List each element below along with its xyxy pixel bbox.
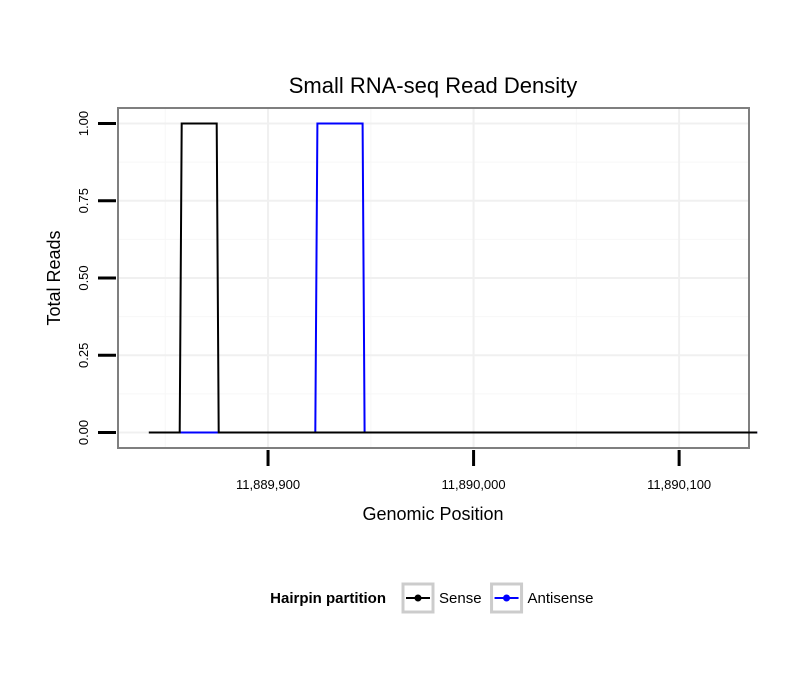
legend-label-antisense: Antisense (528, 590, 594, 607)
legend-title: Hairpin partition (270, 590, 386, 607)
x-tick-label: 11,890,100 (647, 477, 711, 492)
x-axis-title: Genomic Position (362, 504, 503, 524)
legend-label-sense: Sense (439, 590, 482, 607)
series-layer (148, 122, 758, 434)
y-tick-label: 0.00 (76, 420, 91, 445)
grid (118, 108, 749, 448)
y-tick-label: 0.75 (76, 188, 91, 213)
axes: 0.00 0.25 0.50 0.75 1.00 11,889,900 11,890,000… (76, 111, 711, 492)
x-tick-label: 11,889,900 (236, 477, 300, 492)
y-tick-label: 0.50 (76, 265, 91, 290)
series-line-sense (148, 122, 758, 434)
y-tick-label: 1.00 (76, 111, 91, 136)
legend-key-point (503, 594, 511, 602)
plot-panel-border (117, 107, 750, 449)
y-axis-title: Total Reads (44, 230, 64, 325)
chart-title: Small RNA-seq Read Density (289, 73, 578, 98)
y-tick-label: 0.25 (76, 343, 91, 368)
legend: Hairpin partition Sense Antisense (270, 582, 594, 614)
legend-key-point (414, 594, 422, 602)
x-tick-label: 11,890,000 (442, 477, 506, 492)
